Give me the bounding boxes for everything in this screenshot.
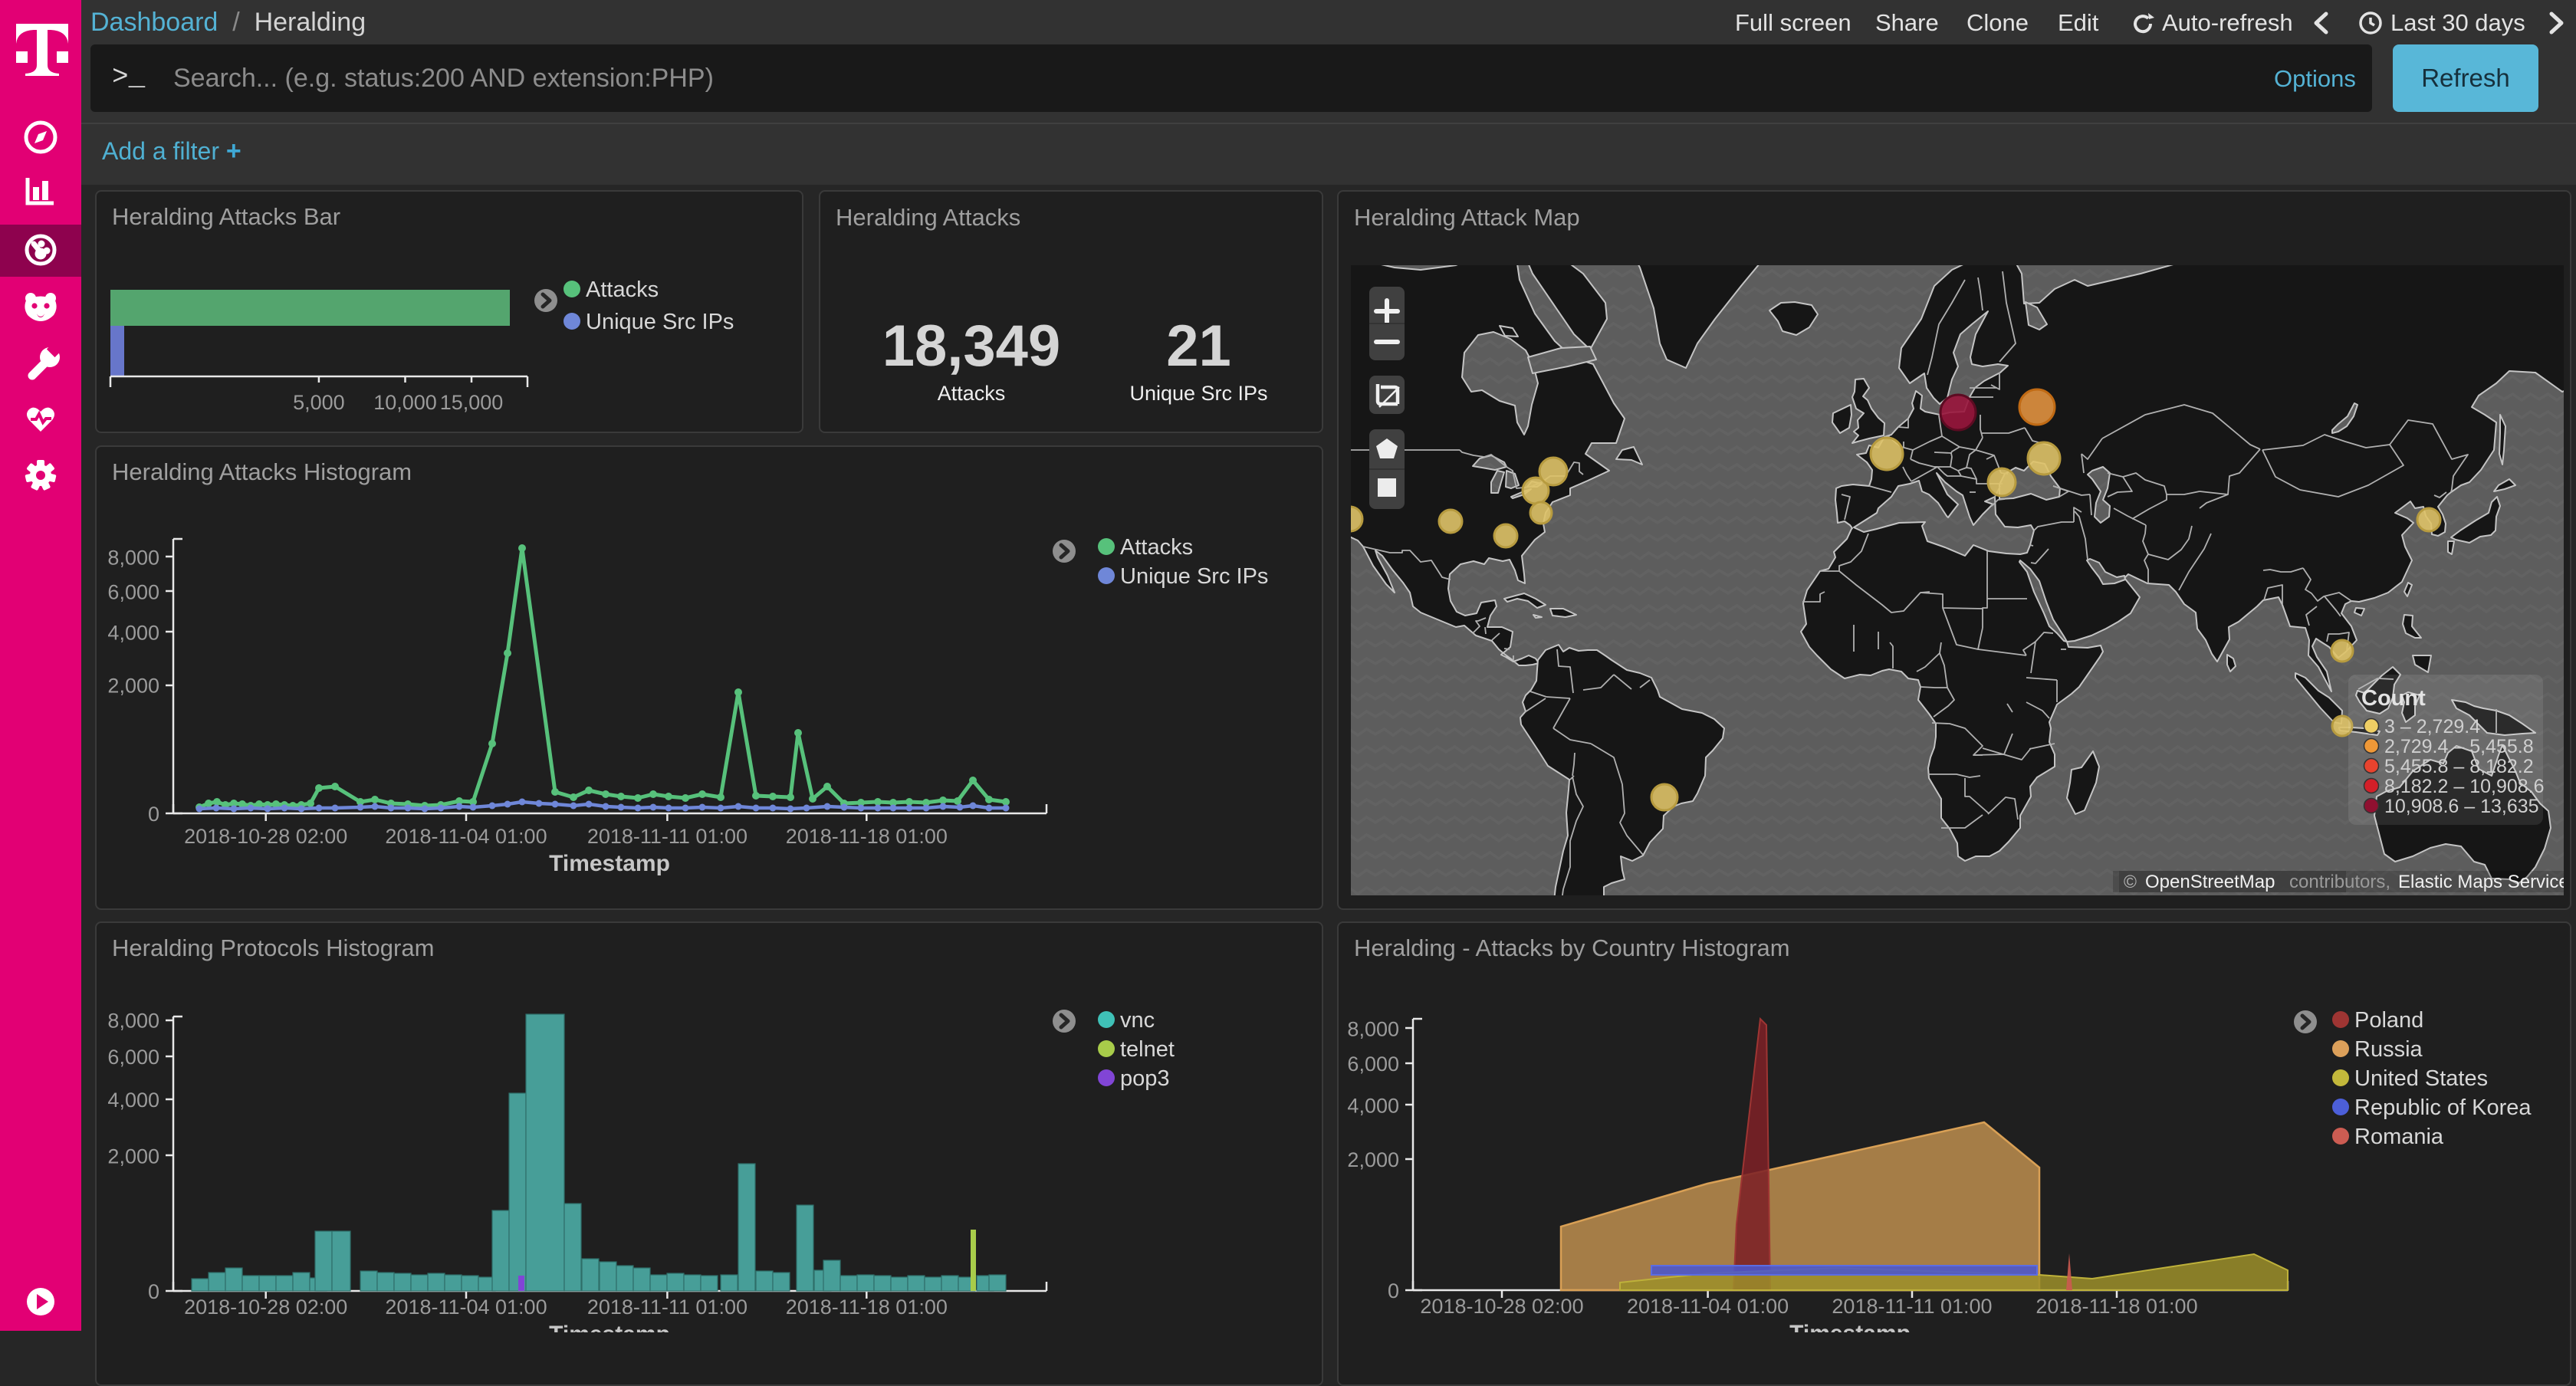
svg-text:8,182.2 – 10,908.6: 8,182.2 – 10,908.6: [2384, 776, 2545, 797]
svg-text:10,908.6 – 13,635: 10,908.6 – 13,635: [2384, 796, 2539, 817]
svg-text:2,000: 2,000: [107, 675, 159, 698]
svg-text:Heralding Attacks Bar: Heralding Attacks Bar: [112, 203, 340, 230]
svg-text:2018-11-18 01:00: 2018-11-18 01:00: [786, 1296, 948, 1319]
svg-text:2018-11-04 01:00: 2018-11-04 01:00: [385, 1296, 547, 1319]
svg-text:Heralding - Attacks by Country: Heralding - Attacks by Country Histogram: [1354, 934, 1790, 961]
svg-text:Russia: Russia: [2354, 1037, 2423, 1062]
svg-text:8,000: 8,000: [107, 1010, 159, 1033]
svg-text:Heralding Attacks Histogram: Heralding Attacks Histogram: [112, 458, 412, 485]
svg-text:Attacks: Attacks: [586, 278, 659, 302]
svg-text:2018-11-18 01:00: 2018-11-18 01:00: [786, 825, 948, 848]
svg-text:0: 0: [148, 1280, 159, 1303]
svg-text:2,000: 2,000: [107, 1145, 159, 1168]
svg-text:6,000: 6,000: [1347, 1053, 1399, 1076]
svg-text:4,000: 4,000: [107, 1089, 159, 1112]
svg-text:6,000: 6,000: [107, 1046, 159, 1069]
svg-text:5,000: 5,000: [293, 391, 345, 414]
svg-text:Elastic Maps Service: Elastic Maps Service: [2398, 872, 2564, 892]
svg-text:8,000: 8,000: [1347, 1017, 1399, 1040]
svg-text:4,000: 4,000: [1347, 1094, 1399, 1117]
svg-text:15,000: 15,000: [440, 391, 504, 414]
svg-text:2018-10-28 02:00: 2018-10-28 02:00: [184, 825, 347, 848]
svg-text:2018-11-04 01:00: 2018-11-04 01:00: [385, 825, 547, 848]
svg-text:pop3: pop3: [1120, 1066, 1170, 1091]
svg-text:2,729.4 – 5,455.8: 2,729.4 – 5,455.8: [2384, 736, 2534, 757]
svg-text:telnet: telnet: [1120, 1037, 1175, 1062]
svg-text:Poland: Poland: [2354, 1008, 2423, 1033]
svg-text:Unique Src IPs: Unique Src IPs: [586, 310, 734, 334]
svg-text:Timestamp: Timestamp: [1789, 1321, 1911, 1332]
svg-text:8,000: 8,000: [107, 546, 159, 569]
svg-text:contributors,: contributors,: [2289, 872, 2390, 892]
svg-text:5,455.8 – 8,182.2: 5,455.8 – 8,182.2: [2384, 756, 2534, 777]
svg-text:OpenStreetMap: OpenStreetMap: [2145, 872, 2275, 892]
svg-text:Republic of Korea: Republic of Korea: [2354, 1095, 2532, 1120]
svg-text:4,000: 4,000: [107, 621, 159, 644]
svg-text:2018-11-18 01:00: 2018-11-18 01:00: [2036, 1295, 2197, 1318]
svg-text:Unique Src IPs: Unique Src IPs: [1120, 564, 1268, 589]
svg-text:Heralding Protocols Histogram: Heralding Protocols Histogram: [112, 934, 434, 961]
svg-text:0: 0: [148, 803, 159, 826]
svg-text:vnc: vnc: [1120, 1008, 1155, 1033]
svg-text:Timestamp: Timestamp: [549, 851, 670, 876]
svg-text:6,000: 6,000: [107, 580, 159, 603]
svg-text:©: ©: [2124, 872, 2137, 892]
svg-text:2018-11-04 01:00: 2018-11-04 01:00: [1627, 1295, 1789, 1318]
svg-text:Romania: Romania: [2354, 1125, 2444, 1149]
svg-text:2018-10-28 02:00: 2018-10-28 02:00: [184, 1296, 347, 1319]
svg-text:Timestamp: Timestamp: [549, 1322, 670, 1332]
svg-text:2018-10-28 02:00: 2018-10-28 02:00: [1420, 1295, 1583, 1318]
svg-text:3 – 2,729.4: 3 – 2,729.4: [2384, 716, 2480, 737]
svg-text:2018-11-11 01:00: 2018-11-11 01:00: [587, 825, 748, 848]
svg-text:2018-11-11 01:00: 2018-11-11 01:00: [1832, 1295, 1992, 1318]
svg-text:0: 0: [1388, 1279, 1399, 1302]
svg-text:2,000: 2,000: [1347, 1148, 1399, 1171]
svg-text:Count: Count: [2361, 686, 2426, 711]
svg-text:2018-11-11 01:00: 2018-11-11 01:00: [587, 1296, 748, 1319]
svg-text:10,000: 10,000: [373, 391, 437, 414]
svg-text:Attacks: Attacks: [1120, 535, 1193, 560]
svg-text:United States: United States: [2354, 1066, 2488, 1091]
